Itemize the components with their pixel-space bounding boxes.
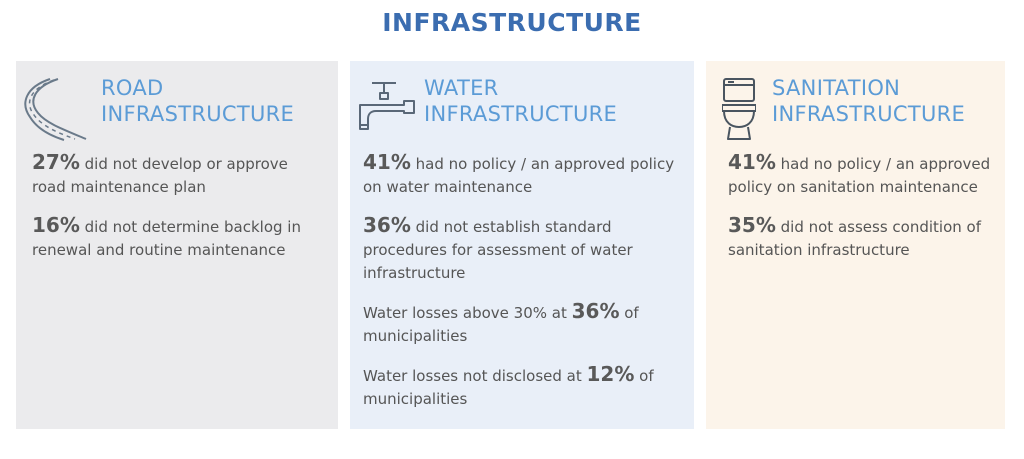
stat-text: did not determine backlog in renewal and…	[32, 218, 301, 259]
sanitation-heading: SANITATION INFRASTRUCTURE	[772, 75, 965, 127]
stat-number: 16%	[32, 213, 80, 237]
sanitation-infrastructure-panel: SANITATION INFRASTRUCTURE 41% had no pol…	[706, 61, 1005, 429]
road-icon	[24, 77, 90, 145]
stat-text: did not assess condition of sanitation i…	[728, 218, 981, 259]
road-stat-1: 27% did not develop or approve road main…	[32, 151, 324, 199]
stat-text: did not develop or approve road maintena…	[32, 155, 288, 196]
stat-number: 41%	[728, 150, 776, 174]
sanitation-heading-line1: SANITATION	[772, 76, 901, 100]
water-stat-3: Water losses above 30% at 36% of municip…	[363, 300, 676, 348]
stat-text: did not establish standard procedures fo…	[363, 218, 633, 282]
stat-number: 12%	[586, 362, 635, 386]
road-stat-2: 16% did not determine backlog in renewal…	[32, 214, 324, 262]
road-heading-line2: INFRASTRUCTURE	[101, 102, 295, 126]
water-heading-line2: INFRASTRUCTURE	[424, 102, 618, 126]
road-infrastructure-panel: ROAD INFRASTRUCTURE 27% did not develop …	[16, 61, 338, 429]
stat-number: 35%	[728, 213, 776, 237]
stat-text: of municipalities	[363, 304, 639, 345]
road-heading: ROAD INFRASTRUCTURE	[101, 75, 294, 127]
stat-text: had no policy / an approved policy on sa…	[728, 155, 991, 196]
road-heading-line1: ROAD	[101, 76, 164, 100]
water-stat-1: 41% had no policy / an approved policy o…	[363, 151, 676, 199]
toilet-icon	[721, 77, 757, 145]
water-stat-4: Water losses not disclosed at 12% of mun…	[363, 363, 676, 411]
sanitation-stat-1: 41% had no policy / an approved policy o…	[728, 151, 995, 199]
water-heading: WATER INFRASTRUCTURE	[424, 75, 617, 127]
stat-text: Water losses not disclosed at	[363, 367, 587, 385]
stat-text: of municipalities	[363, 367, 654, 408]
stat-number: 41%	[363, 150, 411, 174]
stat-number: 27%	[32, 150, 80, 174]
water-stat-2: 36% did not establish standard procedure…	[363, 214, 676, 285]
stat-text: Water losses above 30% at	[363, 304, 572, 322]
stat-text: had no policy / an approved policy on wa…	[363, 155, 675, 196]
water-heading-line1: WATER	[424, 76, 499, 100]
sanitation-stat-2: 35% did not assess condition of sanitati…	[728, 214, 995, 262]
water-infrastructure-panel: WATER INFRASTRUCTURE 41% had no policy /…	[350, 61, 694, 429]
page-title: INFRASTRUCTURE	[382, 8, 642, 37]
stat-number: 36%	[363, 213, 411, 237]
stat-number: 36%	[571, 299, 620, 323]
sanitation-heading-line2: INFRASTRUCTURE	[772, 102, 966, 126]
water-tap-icon	[356, 77, 418, 141]
